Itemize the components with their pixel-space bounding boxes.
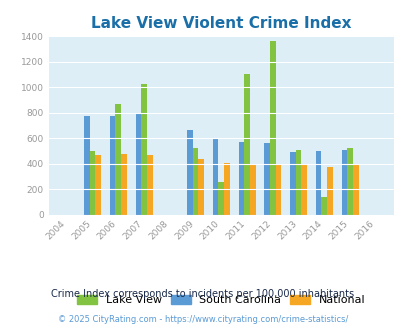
Bar — [301, 165, 306, 214]
Bar — [243, 75, 249, 214]
Bar — [352, 165, 358, 214]
Bar — [218, 182, 224, 214]
Legend: Lake View, South Carolina, National: Lake View, South Carolina, National — [77, 295, 365, 305]
Bar — [346, 148, 352, 214]
Bar — [341, 150, 346, 214]
Title: Lake View Violent Crime Index: Lake View Violent Crime Index — [91, 16, 351, 31]
Bar — [295, 150, 301, 214]
Bar — [264, 143, 269, 214]
Bar — [269, 41, 275, 214]
Text: Crime Index corresponds to incidents per 100,000 inhabitants: Crime Index corresponds to incidents per… — [51, 289, 354, 299]
Bar — [249, 165, 255, 214]
Bar — [289, 152, 295, 214]
Bar — [192, 148, 198, 214]
Text: © 2025 CityRating.com - https://www.cityrating.com/crime-statistics/: © 2025 CityRating.com - https://www.city… — [58, 315, 347, 324]
Bar — [141, 84, 147, 214]
Bar — [109, 116, 115, 214]
Bar — [95, 155, 101, 214]
Bar — [238, 142, 243, 214]
Bar — [321, 197, 326, 215]
Bar — [326, 167, 332, 214]
Bar — [187, 130, 192, 214]
Bar — [84, 116, 90, 214]
Bar — [135, 113, 141, 214]
Bar — [224, 163, 229, 215]
Bar — [198, 159, 204, 214]
Bar — [315, 151, 321, 214]
Bar — [147, 155, 152, 214]
Bar — [275, 165, 281, 214]
Bar — [90, 151, 95, 214]
Bar — [115, 104, 121, 214]
Bar — [121, 154, 126, 214]
Bar — [212, 138, 218, 214]
